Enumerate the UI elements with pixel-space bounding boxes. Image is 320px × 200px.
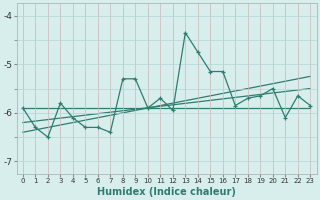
X-axis label: Humidex (Indice chaleur): Humidex (Indice chaleur) [97, 187, 236, 197]
